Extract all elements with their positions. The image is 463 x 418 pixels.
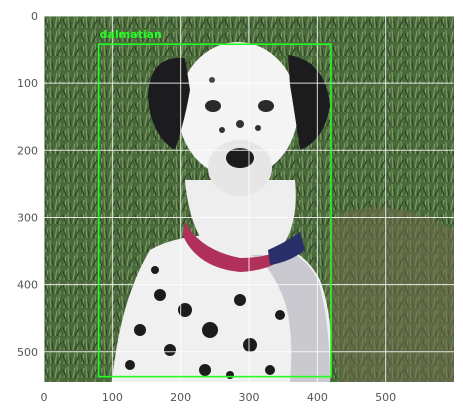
y-axis: 0 100 200 300 400 500 [17, 10, 38, 359]
x-tick-label: 100 [102, 391, 123, 404]
x-tick-label: 500 [375, 391, 396, 404]
detection-label: dalmatian [100, 28, 162, 41]
x-tick-label: 200 [170, 391, 191, 404]
x-tick-label: 400 [307, 391, 328, 404]
bounding-box [97, 43, 332, 378]
detection-overlay: dalmatian [97, 28, 332, 378]
dalmatian-dog [112, 42, 332, 382]
gridlines [43, 15, 454, 382]
y-tick-label: 0 [31, 10, 38, 23]
nose [226, 148, 254, 168]
y-tick-label: 400 [17, 279, 38, 292]
y-tick-label: 200 [17, 144, 38, 157]
x-axis: 0 100 200 300 400 500 [41, 391, 397, 404]
y-tick-label: 500 [17, 346, 38, 359]
right-ear [288, 55, 330, 150]
y-tick-label: 100 [17, 77, 38, 90]
dirt-patch [326, 207, 454, 382]
right-eye [258, 100, 274, 112]
y-tick-label: 300 [17, 211, 38, 224]
x-tick-label: 300 [239, 391, 260, 404]
left-ear [148, 57, 190, 151]
left-eye [205, 100, 221, 112]
x-tick-label: 0 [41, 391, 48, 404]
